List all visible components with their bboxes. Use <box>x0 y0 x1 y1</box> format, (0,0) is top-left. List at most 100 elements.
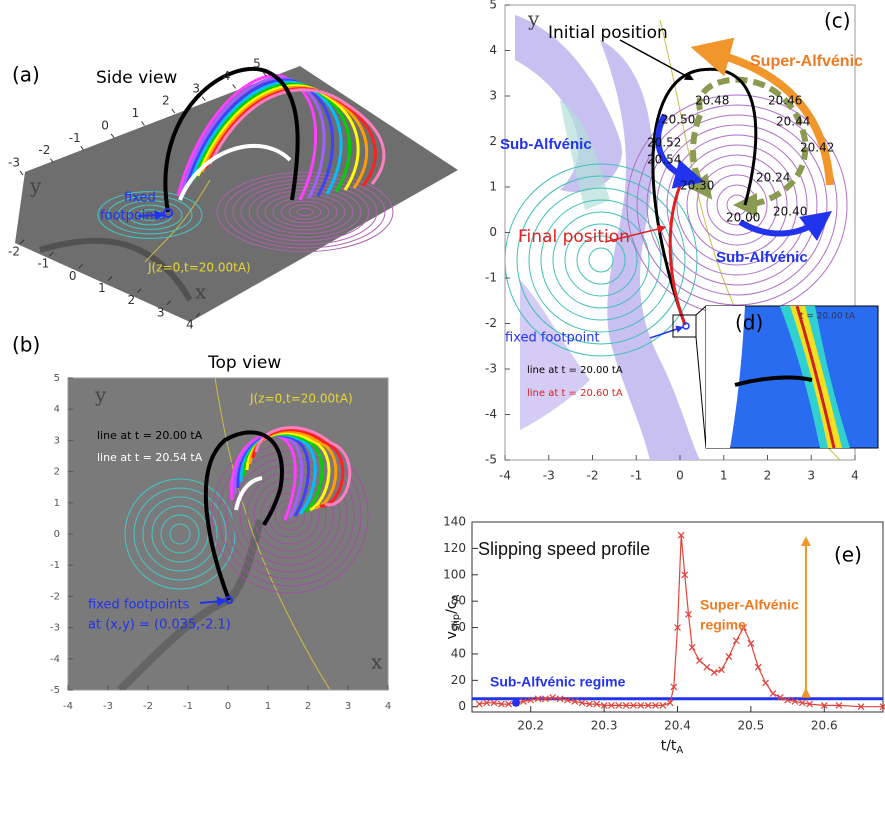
contour <box>646 114 828 296</box>
label-part: v <box>444 631 460 639</box>
point-marker <box>769 690 777 697</box>
point-marker <box>519 698 527 705</box>
x-tick-label: 0 <box>676 469 684 483</box>
arrow <box>690 37 834 186</box>
contour <box>264 193 346 231</box>
y-tick-label: 100 <box>443 567 466 581</box>
contour <box>676 144 798 266</box>
point-marker <box>696 657 703 664</box>
annotation: line at t = 20.00 tA <box>97 429 203 442</box>
y-tick-label: 5 <box>253 57 261 71</box>
annotation: footpoints <box>100 209 166 224</box>
contour <box>656 124 818 286</box>
x-tick-label: -2 <box>8 245 20 259</box>
current-region <box>520 280 590 430</box>
time-labels: 20.48 20.46 20.44 20.42 20.50 20.52 20.54 20.30… <box>647 94 834 225</box>
contour <box>224 175 386 249</box>
point-marker <box>615 701 623 709</box>
contour <box>216 171 394 253</box>
y-tick-label: -5 <box>485 453 497 467</box>
point-marker <box>740 624 747 631</box>
point-marker <box>710 668 718 676</box>
point-marker <box>497 700 505 708</box>
inset-label: (d) <box>735 311 763 335</box>
annotation: regime <box>700 617 746 633</box>
current-sheet <box>39 237 193 302</box>
y-axis-label: vslip/cA <box>444 595 462 640</box>
y-tick-label: 120 <box>443 541 466 555</box>
contour <box>666 134 808 276</box>
time-label: 20.52 <box>647 136 681 150</box>
panel-title: Side view <box>96 68 177 88</box>
contour <box>272 197 338 227</box>
x-tick-label: -1 <box>630 469 642 483</box>
axis-label: y <box>527 7 540 31</box>
x-tick-label: 4 <box>851 469 859 483</box>
y-tick-label: -1 <box>69 131 81 145</box>
point-marker <box>674 624 681 631</box>
annotation: J(z=0,t=20.00tA) <box>147 261 251 275</box>
panel-title: Top view <box>207 353 281 373</box>
y-tick-label: -5 <box>50 685 60 696</box>
contour <box>246 471 334 559</box>
point-marker <box>571 698 579 705</box>
point-marker <box>541 695 549 703</box>
field-lines <box>230 426 352 521</box>
field-line <box>234 476 263 511</box>
y-tick-label: 3 <box>489 89 497 103</box>
y-tick-label: -3 <box>50 623 60 634</box>
x-tick <box>19 239 25 245</box>
contour <box>117 200 183 230</box>
current-region <box>600 40 700 460</box>
x-tick <box>136 288 142 294</box>
panel-title: Slipping speed profile <box>478 539 650 559</box>
y-tick-label: -2 <box>485 316 497 330</box>
contour <box>576 235 626 285</box>
axis-label: y <box>94 383 107 407</box>
y-tick-label: 2 <box>54 467 60 478</box>
y-tick <box>80 145 85 151</box>
time-label: 20.24 <box>756 171 790 185</box>
arrow <box>619 39 694 81</box>
x-tick-label: 4 <box>385 701 391 712</box>
field-lines <box>176 74 386 201</box>
point-marker <box>776 694 784 701</box>
time-label: 20.30 <box>680 179 714 193</box>
x-tick-label: 1 <box>265 701 271 712</box>
y-tick-label: 1 <box>54 498 60 509</box>
point-marker <box>534 695 542 703</box>
y-tick-label: 4 <box>54 404 60 415</box>
footpoint <box>682 322 690 330</box>
point-marker <box>563 696 571 704</box>
point-marker <box>806 700 814 708</box>
x-tick-label: 20.3 <box>591 719 618 733</box>
x-tick-label: -1 <box>37 257 49 271</box>
contour <box>169 523 191 545</box>
y-tick-label: 20 <box>451 673 466 687</box>
point-marker <box>688 643 696 651</box>
axis-label: x <box>195 280 207 304</box>
contour <box>505 163 698 357</box>
contour <box>528 187 674 333</box>
y-tick-label: 4 <box>489 43 497 57</box>
point-marker <box>820 701 828 709</box>
current-region <box>515 15 622 192</box>
y-tick-label: 1 <box>132 106 140 120</box>
time-label: 20.50 <box>661 113 695 127</box>
axis-label: x <box>371 650 383 674</box>
x-tick-label: -4 <box>499 469 511 483</box>
y-tick-label: 80 <box>451 594 466 608</box>
x-tick-label: 2 <box>305 701 311 712</box>
axis-label: y <box>29 174 42 198</box>
panel-c: (d) t = 20.00 tA 20.48 20.4620.4420.4220.… <box>500 4 879 461</box>
annotation: line at t = 20.00 tA <box>527 365 623 376</box>
point-marker <box>505 700 513 708</box>
j-contour <box>144 179 211 263</box>
annotation: Sub-Alfvénic <box>716 249 808 266</box>
point-marker <box>586 700 593 708</box>
point-marker <box>527 696 535 704</box>
x-tick-label: 1 <box>98 281 106 295</box>
y-tick-label: 140 <box>443 515 466 529</box>
arrow <box>199 596 227 607</box>
point-marker <box>681 571 689 579</box>
